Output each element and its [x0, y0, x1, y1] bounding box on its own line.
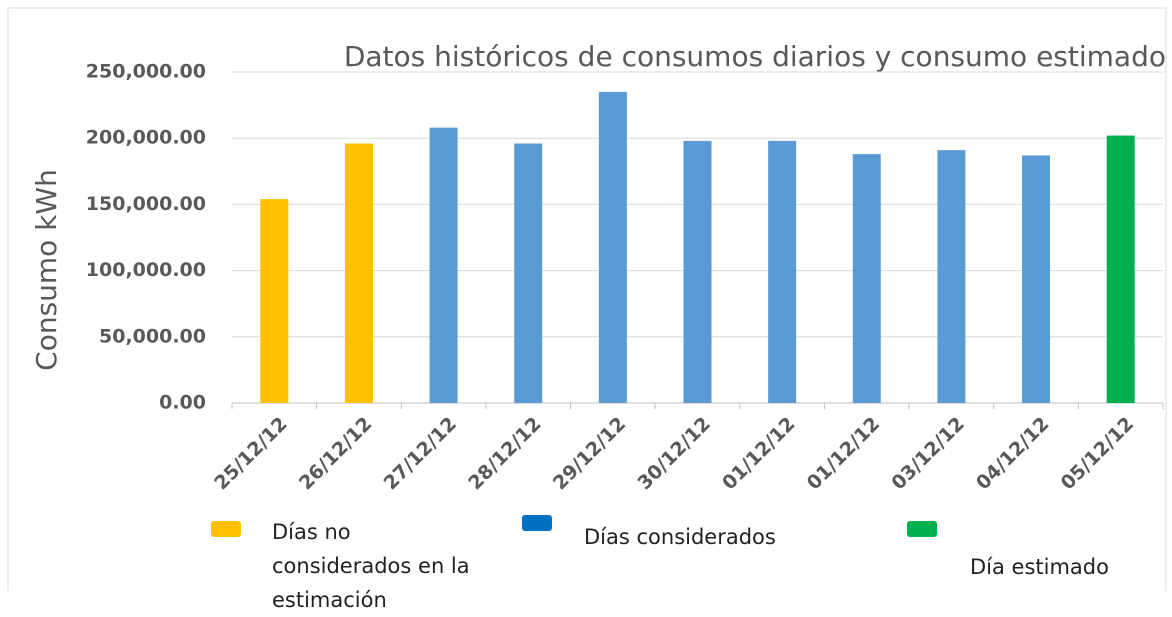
bar — [1106, 135, 1135, 403]
x-tick-label: 03/12/12 — [887, 413, 968, 494]
x-tick-label: 30/12/12 — [633, 413, 714, 494]
x-tick-label: 29/12/12 — [549, 413, 630, 494]
legend-label: Días no considerados en la estimación — [272, 520, 470, 612]
x-tick-label: 25/12/12 — [210, 413, 291, 494]
y-tick-label: 250,000.00 — [86, 61, 206, 83]
bar — [683, 140, 712, 403]
legend-label: Días considerados — [584, 525, 776, 549]
y-tick-label: 100,000.00 — [86, 259, 206, 281]
bar — [768, 140, 797, 403]
page: Datos históricos de consumos diarios y c… — [7, 7, 1167, 612]
x-tick-label: 26/12/12 — [295, 413, 376, 494]
bar — [852, 154, 881, 403]
x-tick-label: 01/12/12 — [803, 413, 884, 494]
bar — [429, 127, 458, 403]
x-tick-label: 01/12/12 — [718, 413, 799, 494]
x-tick-label: 27/12/12 — [380, 413, 461, 494]
chart-title: Datos históricos de consumos diarios y c… — [344, 40, 1166, 73]
x-tick-label: 28/12/12 — [464, 413, 545, 494]
bar — [344, 143, 373, 403]
bar — [260, 199, 289, 403]
legend-label: Día estimado — [970, 555, 1109, 579]
legend-swatch — [907, 521, 937, 537]
bar — [937, 150, 966, 403]
chart-border — [7, 7, 1167, 591]
bar — [1022, 155, 1051, 403]
chart: Datos históricos de consumos diarios y c… — [7, 7, 1167, 591]
x-tick-label: 05/12/12 — [1057, 413, 1138, 494]
bar — [514, 143, 543, 403]
x-tick-label: 04/12/12 — [972, 413, 1053, 494]
y-axis-title: Consumo kWh — [30, 169, 63, 371]
y-tick-label: 150,000.00 — [86, 193, 206, 215]
y-tick-label: 0.00 — [159, 392, 206, 414]
bar — [598, 91, 627, 404]
legend-swatch — [522, 515, 552, 531]
y-tick-label: 50,000.00 — [99, 325, 206, 347]
y-tick-label: 200,000.00 — [86, 127, 206, 149]
legend-swatch — [211, 521, 241, 537]
